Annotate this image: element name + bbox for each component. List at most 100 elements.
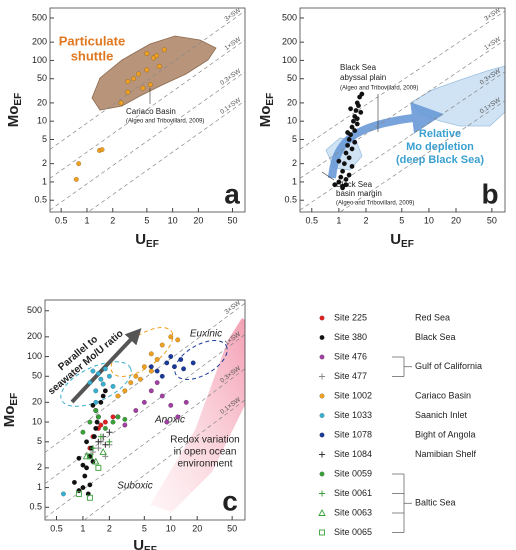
annotation: environment [177,459,232,470]
point [349,124,355,130]
x-tick-label: 2 [110,215,115,225]
annotation: abyssal plain [340,73,386,82]
legend-label: Site 0061 [334,488,372,498]
y-tick-label: 2 [42,158,47,168]
point [87,482,93,488]
point [93,408,99,414]
point [359,91,365,97]
point [93,399,99,405]
annotation: (Algeo and Tribovillard, 2009) [340,86,418,92]
point [102,425,108,431]
annotation: (Algeo and Tribovillard, 2009) [126,119,204,125]
point [94,419,100,425]
point [106,429,113,436]
point [128,380,134,386]
point [110,414,116,420]
point [175,414,181,420]
y-tick-label: 20 [37,97,47,107]
point [60,491,66,497]
y-tick-label: 5 [292,134,297,144]
reference-line [50,10,245,150]
legend-label: Site 477 [334,371,367,381]
y-tick-label: 1 [42,176,47,186]
point [164,360,170,366]
point [76,455,82,461]
shuttle-field [91,35,217,111]
point [125,79,131,85]
annotation: (deep Black Sea) [396,154,484,166]
x-tick-label: 0.5 [50,523,63,533]
annotation: Black Sea [336,180,373,189]
point [102,441,109,448]
point [343,176,349,182]
y-axis-label: MoEF [5,93,24,127]
panel-label: c [222,485,238,516]
y-tick-label: 5 [37,436,42,446]
legend-label: Site 0065 [334,527,372,537]
legend-marker [319,373,325,380]
point [183,399,189,405]
y-tick-label: 10 [287,116,297,126]
point [346,136,352,142]
point [131,76,137,82]
y-axis-label: MoEF [257,93,276,127]
point [346,155,352,161]
legend-marker [319,451,325,458]
legend-region: Black Sea [415,332,456,342]
point [352,128,358,134]
y-tick-label: 200 [282,37,297,47]
reference-line-label: 0.1×SW [219,96,243,116]
x-tick-label: 0.5 [306,215,319,225]
y-tick-label: 10 [32,416,42,426]
x-tick-label: 1 [80,523,85,533]
redox-field [150,318,245,512]
reference-line [300,39,505,179]
point [87,419,93,425]
point [154,53,160,59]
point [352,139,358,145]
point [343,150,349,156]
y-tick-label: 20 [287,97,297,107]
annotation: Relative [419,128,461,140]
point [90,368,96,374]
reference-line [339,100,505,212]
point [98,422,104,428]
reference-line [300,10,505,150]
point [99,447,107,455]
legend-label: Site 1002 [334,390,372,400]
point [80,462,86,468]
point [71,479,77,485]
legend-marker [319,529,325,536]
x-tick-label: 20 [192,523,202,533]
point [338,174,344,180]
shapes [60,35,506,512]
legend-region: Bight of Angola [415,429,476,439]
y-tick-label: 100 [27,351,42,361]
legend-region: Red Sea [415,312,450,322]
legend-label: Site 1078 [334,429,372,439]
point [98,399,104,405]
point [82,473,88,479]
point [91,434,97,440]
point [336,158,342,164]
y-tick-label: 20 [32,397,42,407]
x-tick-label: 20 [451,215,461,225]
annotation: Particulate [59,33,125,48]
x-tick-label: 10 [168,215,178,225]
point [178,357,184,363]
x-tick-label: 2 [363,215,368,225]
point [168,334,174,340]
point [89,445,96,452]
y-tick-label: 500 [27,305,42,315]
point [102,388,108,394]
point [118,100,124,106]
point [354,116,360,122]
point [159,342,165,348]
point [340,168,346,174]
point [349,146,355,152]
point [349,163,355,169]
y-tick-label: 5 [42,134,47,144]
point [168,354,174,360]
annotation: in open ocean [174,447,237,458]
annotation: Cariaco Basin [126,107,176,116]
